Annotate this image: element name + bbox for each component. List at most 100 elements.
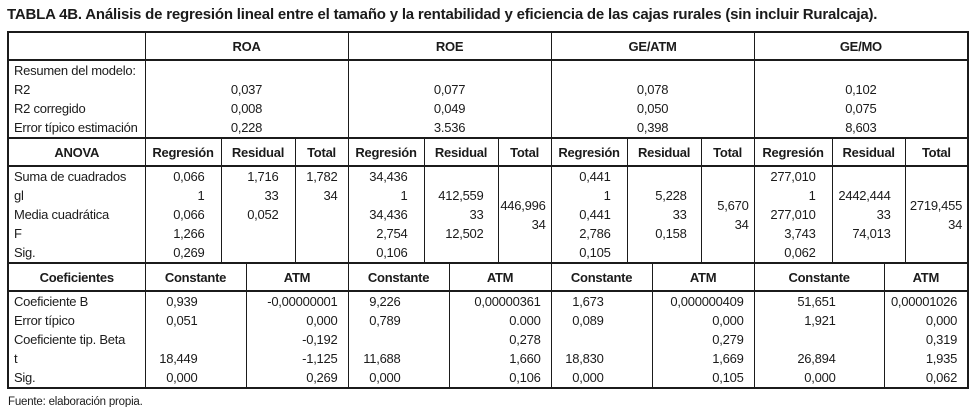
cell-anova-roa-reg: 1: [144, 186, 221, 205]
empty-cell: [753, 60, 969, 80]
cell-r2adj-gemo: 0,075: [753, 99, 969, 118]
anova-section-label: ANOVA: [54, 144, 100, 160]
row-label: Suma de cuadrados: [14, 169, 127, 184]
cell-anova-roa-tot: 34: [294, 186, 349, 205]
cell-anova-roa-res: 33: [220, 186, 295, 205]
row-label: gl: [14, 188, 24, 203]
anova-row-f: F 1,266 2,754 2,786 3,743: [8, 224, 968, 243]
cell-anova-roa-tot: [294, 224, 349, 243]
cell-anova-geatm-reg: 0,441: [550, 166, 628, 186]
cell-coef-geatm-atm: 0,000: [651, 311, 755, 330]
cell-coef-geatm-const: 0,000: [550, 368, 653, 388]
coef-header-section: Coeficientes Constante ATM Constante ATM…: [8, 263, 969, 291]
cell-coef-gemo-atm: 0,062: [883, 368, 969, 388]
row-label: Error típico estimación: [14, 120, 138, 135]
row-label: R2 corregido: [14, 101, 86, 116]
col-header-constante: Constante: [347, 263, 450, 291]
value-line: 2719,455: [909, 197, 963, 213]
coef-header-row: Coeficientes Constante ATM Constante ATM…: [8, 263, 969, 291]
cell-anova-geatm-reg: 2,786: [550, 224, 628, 243]
cell-anova-geatm-res-block: 5,228 33 0,158: [626, 166, 702, 263]
value-line: 34: [531, 216, 546, 232]
col-header-regresion: Regresión: [550, 138, 628, 166]
cell-anova-geatm-reg: 1: [550, 186, 628, 205]
cell-coef-roe-atm: 0.000: [448, 311, 552, 330]
cell-coef-geatm-atm: 1,669: [651, 349, 755, 368]
cell-anova-roe-reg: 34,436: [347, 205, 425, 224]
cell-r2-roa: 0,037: [144, 80, 349, 99]
row-label: Error típico: [14, 313, 75, 328]
cell-stderr-gemo: 8,603: [753, 118, 969, 138]
cell-coef-roa-atm: 0,000: [245, 311, 349, 330]
value-line: 412,559: [438, 188, 484, 203]
col-header-residual: Residual: [626, 138, 702, 166]
cell-coef-roe-const: 11,688: [347, 349, 450, 368]
cell-coef-roa-const: 0,051: [144, 311, 246, 330]
cell-anova-roa-res: [220, 224, 295, 243]
empty-cell: [347, 60, 552, 80]
cell-anova-roe-reg: 2,754: [347, 224, 425, 243]
cell-coef-gemo-const: [753, 330, 885, 349]
source-note: Fuente: elaboración propia.: [8, 396, 143, 407]
anova-row-gl: gl 1 33 34 1 1 1: [8, 186, 968, 205]
cell-stderr-roa: 0,228: [144, 118, 349, 138]
cell-coef-geatm-const: [550, 330, 653, 349]
cell-anova-gemo-reg: 3,743: [753, 224, 833, 243]
col-header-residual: Residual: [220, 138, 295, 166]
col-header-atm: ATM: [651, 263, 755, 291]
coef-row-beta: Coeficiente tip. Beta -0,192 0,278 0,279…: [8, 330, 969, 349]
table-title: TABLA 4B. Análisis de regresión lineal e…: [7, 6, 878, 23]
cell-coef-gemo-atm: 0,000: [883, 311, 969, 330]
cell-anova-roa-reg: 0,066: [144, 166, 221, 186]
value-line: 34: [948, 216, 963, 232]
cell-coef-geatm-atm: 0,000000409: [651, 291, 755, 311]
cell-anova-roa-reg: 0,066: [144, 205, 221, 224]
value-line: 5,670: [717, 197, 749, 213]
cell-coef-roa-atm: -0,00000001: [245, 291, 349, 311]
cell-anova-roe-tot-block: 446,996 34: [497, 166, 552, 263]
cell-anova-geatm-reg: 0,441: [550, 205, 628, 224]
anova-row-sig: Sig. 0,269 0,106 0,105 0,062: [8, 243, 968, 263]
cell-coef-roa-const: 18,449: [144, 349, 246, 368]
empty-cell: [144, 60, 349, 80]
cell-stderr-geatm: 0,398: [550, 118, 755, 138]
corner-cell: [8, 32, 145, 60]
value-line: 0,158: [655, 226, 687, 241]
col-header-regresion: Regresión: [347, 138, 425, 166]
group-header-gemo: GE/MO: [753, 32, 969, 60]
summary-section-label: Resumen del modelo:: [14, 63, 136, 78]
cell-coef-roe-atm: 0,00000361: [448, 291, 552, 311]
row-label: Media cuadrática: [14, 207, 109, 222]
row-label: Sig.: [14, 370, 36, 385]
value-line: 33: [469, 207, 484, 222]
cell-coef-roa-const: [144, 330, 246, 349]
cell-coef-roe-const: 0,000: [347, 368, 450, 388]
cell-coef-gemo-atm: 0,00001026: [883, 291, 969, 311]
row-label: F: [14, 226, 22, 241]
cell-coef-geatm-const: 18,830: [550, 349, 653, 368]
group-header-row: ROA ROE GE/ATM GE/MO: [8, 32, 969, 60]
cell-r2-gemo: 0,102: [753, 80, 969, 99]
cell-coef-gemo-const: 51,651: [753, 291, 885, 311]
cell-coef-gemo-const: 26,894: [753, 349, 885, 368]
anova-row-suma: Suma de cuadrados 0,066 1,716 1,782 34,4…: [8, 166, 969, 263]
anova-data-section: Suma de cuadrados 0,066 1,716 1,782 34,4…: [8, 166, 969, 263]
col-header-atm: ATM: [448, 263, 552, 291]
cell-anova-geatm-reg: 0,105: [550, 243, 628, 263]
value-line: 12,502: [445, 226, 484, 241]
col-header-total: Total: [497, 138, 552, 166]
cell-anova-roa-res: 0,052: [220, 205, 295, 224]
cell-anova-roe-reg: 0,106: [347, 243, 425, 263]
value-line: 33: [876, 207, 891, 222]
cell-coef-gemo-const: 0,000: [753, 368, 885, 388]
cell-coef-roe-atm: 0,278: [448, 330, 552, 349]
cell-coef-geatm-const: 1,673: [550, 291, 653, 311]
cell-coef-geatm-atm: 0,105: [651, 368, 755, 388]
model-summary-section: Resumen del modelo: R2 0,037 0,077 0,078…: [8, 60, 969, 138]
col-header-regresion: Regresión: [753, 138, 833, 166]
cell-coef-roa-const: 0,000: [144, 368, 246, 388]
cell-anova-roa-res: 1,716: [220, 166, 295, 186]
cell-anova-roe-reg: 34,436: [347, 166, 425, 186]
value-line: 2442,444: [838, 188, 891, 203]
cell-anova-geatm-tot-block: 5,670 34: [700, 166, 755, 263]
